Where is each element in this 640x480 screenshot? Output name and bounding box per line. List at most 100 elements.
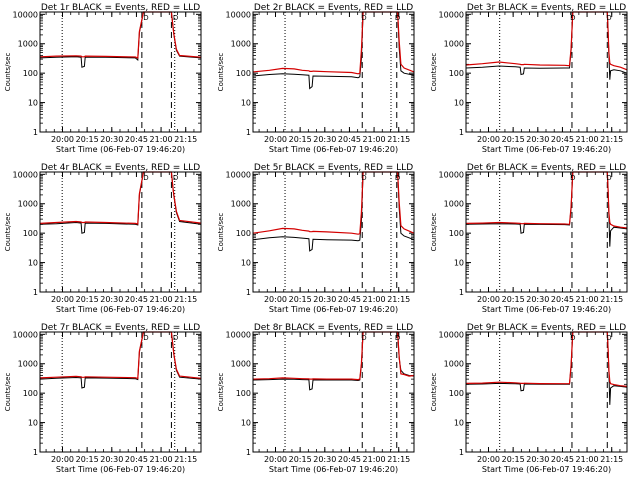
- series-lld-line: [465, 171, 628, 229]
- panel-det-8: Det 8r BLACK = Events, RED = LLD Counts/s…: [217, 323, 415, 474]
- series-events-line: [252, 171, 415, 252]
- y-tick-label: 100: [236, 69, 251, 78]
- y-tick-label: 10: [454, 99, 464, 108]
- x-axis-label: Start Time (06-Feb-07 19:46:20): [56, 305, 185, 314]
- y-tick-label: 1000: [231, 200, 251, 209]
- x-tick-label: 21:15: [174, 295, 197, 304]
- x-tick-label: 20:00: [477, 455, 500, 464]
- plot-frame: [252, 331, 415, 453]
- saa-marker-label: D: [606, 334, 611, 342]
- x-tick-label: 20:15: [502, 135, 525, 144]
- x-axis-label: Start Time (06-Feb-07 19:46:20): [269, 145, 398, 154]
- panel-title: Det 6r BLACK = Events, RED = LLD: [467, 163, 626, 173]
- y-tick-label: 10: [28, 259, 38, 268]
- x-axis-label: Start Time (06-Feb-07 19:46:20): [269, 465, 398, 474]
- y-tick-label: 10: [28, 99, 38, 108]
- plot-frame: [39, 331, 202, 453]
- saa-marker-label: D: [173, 174, 178, 182]
- saa-marker-label: D: [570, 174, 575, 182]
- x-tick-label: 21:15: [600, 135, 623, 144]
- saa-marker-label: D: [361, 334, 366, 342]
- plot-frame: [39, 11, 202, 133]
- x-tick-label: 20:45: [551, 295, 574, 304]
- x-tick-label: 21:15: [174, 135, 197, 144]
- y-tick-label: 1000: [231, 360, 251, 369]
- panel-det-3: Det 3r BLACK = Events, RED = LLD Counts/s…: [430, 3, 628, 154]
- x-tick-label: 20:15: [76, 455, 99, 464]
- y-axis-label: Counts/sec: [217, 213, 225, 252]
- x-tick-label: 20:00: [51, 455, 74, 464]
- y-tick-label: 10000: [13, 170, 38, 179]
- y-tick-label: 100: [23, 229, 38, 238]
- y-tick-label: 100: [236, 389, 251, 398]
- x-tick-label: 21:00: [150, 295, 173, 304]
- plot-frame: [39, 171, 202, 293]
- x-tick-label: 20:00: [264, 135, 287, 144]
- x-tick-label: 20:30: [526, 455, 549, 464]
- x-tick-label: 20:30: [100, 455, 123, 464]
- series-lld-line: [252, 171, 415, 235]
- panel-title: Det 1r BLACK = Events, RED = LLD: [41, 3, 200, 13]
- x-tick-label: 20:15: [502, 295, 525, 304]
- x-tick-label: 20:45: [551, 455, 574, 464]
- y-tick-label: 10: [241, 99, 251, 108]
- x-axis-label: Start Time (06-Feb-07 19:46:20): [56, 465, 185, 474]
- x-tick-label: 20:30: [526, 135, 549, 144]
- saa-marker-label: D: [173, 14, 178, 22]
- panel-det-6: Det 6r BLACK = Events, RED = LLD Counts/s…: [430, 163, 628, 314]
- y-tick-label: 1: [246, 448, 251, 457]
- y-tick-label: 1000: [231, 40, 251, 49]
- panel-det-4: Det 4r BLACK = Events, RED = LLD Counts/s…: [4, 163, 202, 314]
- x-tick-label: 20:15: [502, 455, 525, 464]
- y-tick-label: 1000: [444, 40, 464, 49]
- x-tick-label: 21:00: [150, 135, 173, 144]
- y-tick-label: 100: [236, 229, 251, 238]
- x-tick-label: 20:45: [125, 135, 148, 144]
- saa-marker-label: D: [173, 334, 178, 342]
- panel-det-2: Det 2r BLACK = Events, RED = LLD Counts/s…: [217, 3, 415, 154]
- y-tick-label: 10000: [226, 170, 251, 179]
- series-lld-line: [39, 331, 202, 380]
- x-tick-label: 20:15: [289, 455, 312, 464]
- y-axis-label: Counts/sec: [217, 373, 225, 412]
- panel-title: Det 4r BLACK = Events, RED = LLD: [41, 163, 200, 173]
- plot-frame: [252, 11, 415, 133]
- x-tick-label: 20:45: [125, 295, 148, 304]
- x-tick-label: 21:00: [363, 135, 386, 144]
- y-tick-label: 10: [454, 259, 464, 268]
- saa-marker-label: D: [143, 174, 148, 182]
- y-axis-label: Counts/sec: [430, 213, 438, 252]
- x-tick-label: 20:45: [338, 295, 361, 304]
- saa-marker-label: D: [395, 334, 400, 342]
- y-axis-label: Counts/sec: [217, 53, 225, 92]
- y-axis-label: Counts/sec: [430, 53, 438, 92]
- x-tick-label: 20:15: [76, 295, 99, 304]
- y-tick-label: 10000: [226, 10, 251, 19]
- series-lld-line: [252, 11, 415, 75]
- y-axis-label: Counts/sec: [4, 213, 12, 252]
- y-tick-label: 10000: [13, 10, 38, 19]
- x-tick-label: 20:45: [338, 455, 361, 464]
- x-tick-label: 21:00: [363, 455, 386, 464]
- x-axis-label: Start Time (06-Feb-07 19:46:20): [56, 145, 185, 154]
- saa-marker-label: D: [361, 174, 366, 182]
- x-tick-label: 21:15: [387, 295, 410, 304]
- y-tick-label: 1: [33, 128, 38, 137]
- saa-marker-label: D: [395, 14, 400, 22]
- x-tick-label: 20:00: [264, 455, 287, 464]
- series-events-line: [465, 331, 628, 405]
- y-tick-label: 10000: [226, 330, 251, 339]
- plot-frame: [465, 171, 628, 293]
- y-tick-label: 1: [33, 288, 38, 297]
- panel-det-9: Det 9r BLACK = Events, RED = LLD Counts/s…: [430, 323, 628, 474]
- y-tick-label: 10: [28, 419, 38, 428]
- x-tick-label: 20:45: [338, 135, 361, 144]
- y-tick-label: 10000: [439, 10, 464, 19]
- y-tick-label: 1: [246, 128, 251, 137]
- x-tick-label: 21:15: [174, 455, 197, 464]
- y-tick-label: 10: [454, 419, 464, 428]
- y-tick-label: 10: [241, 259, 251, 268]
- y-tick-label: 1: [33, 448, 38, 457]
- series-events-line: [465, 11, 628, 80]
